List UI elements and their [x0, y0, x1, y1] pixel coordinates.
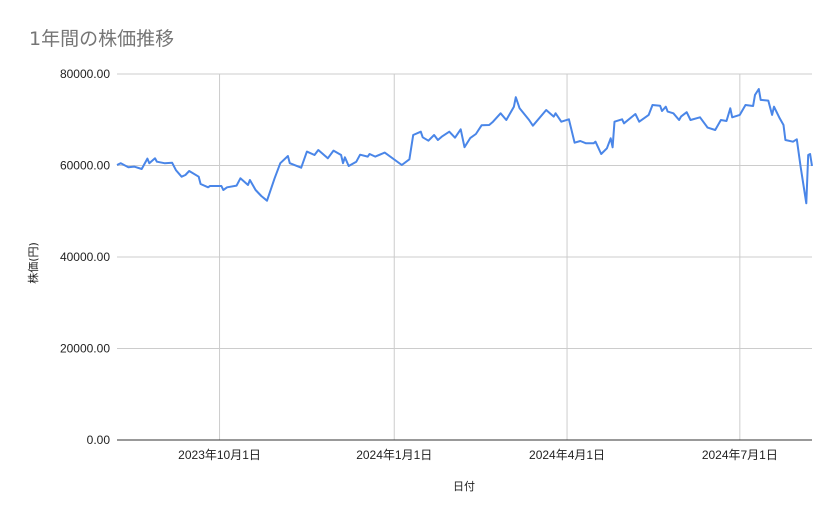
- y-axis-label: 株価(円): [26, 242, 40, 284]
- x-tick-label: 2023年10月1日: [178, 448, 261, 462]
- x-tick-label: 2024年1月1日: [356, 448, 432, 462]
- x-tick-label: 2024年7月1日: [702, 448, 778, 462]
- chart-title: 1年間の株価推移: [29, 28, 175, 50]
- x-axis-label: 日付: [453, 480, 475, 493]
- y-tick-label: 0.00: [87, 433, 111, 447]
- y-tick-label: 40000.00: [60, 250, 110, 264]
- y-axis-ticks: 0.00 20000.00 40000.00 60000.00 80000.00: [60, 67, 110, 447]
- x-axis-ticks: 2023年10月1日 2024年1月1日 2024年4月1日 2024年7月1日: [178, 448, 778, 462]
- y-tick-label: 20000.00: [60, 342, 110, 356]
- series-line: [116, 88, 813, 205]
- series-layer: [116, 88, 813, 205]
- y-tick-label: 60000.00: [60, 159, 110, 173]
- gridlines: [117, 73, 812, 440]
- x-tick-label: 2024年4月1日: [529, 448, 605, 462]
- y-tick-label: 80000.00: [60, 67, 110, 81]
